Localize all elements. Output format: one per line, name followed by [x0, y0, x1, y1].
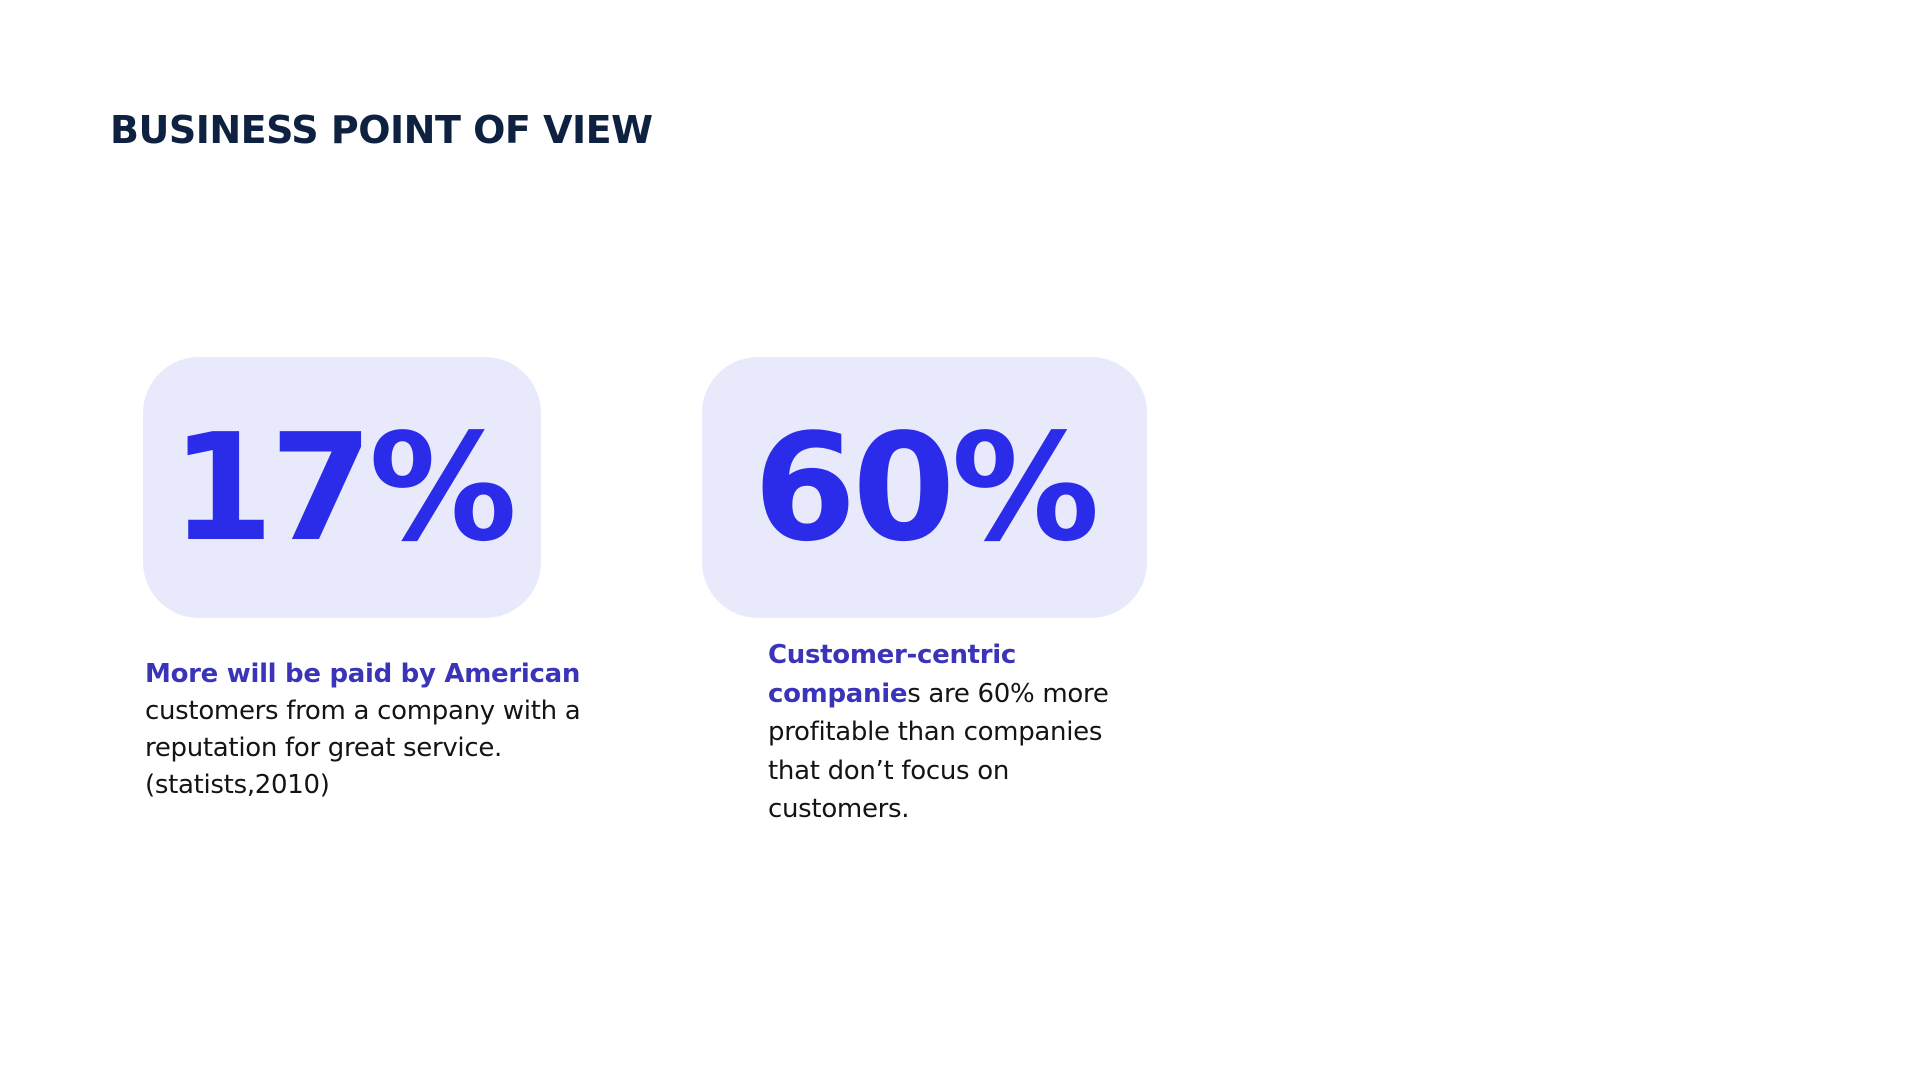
page-title: BUSINESS POINT OF VIEW	[110, 108, 653, 152]
stat-value: 17%	[170, 401, 517, 574]
stat-description-citation: (statists,2010)	[145, 770, 330, 800]
stat-description: Customer-centric companies are 60% more …	[768, 636, 1138, 829]
stat-description-line: reputation for great service.	[145, 733, 503, 763]
stat-description-line: customers from a company with a	[145, 696, 581, 726]
stat-card-17-percent: 17%	[143, 357, 541, 618]
stat-description-line: profitable than companies	[768, 717, 1103, 747]
stat-description-line: customers.	[768, 794, 910, 824]
stat-description-highlight: More will be paid by American	[145, 659, 581, 689]
stat-card-60-percent: 60%	[702, 357, 1147, 618]
stat-description-text: s are 60% more	[907, 678, 1109, 709]
stat-value: 60%	[753, 401, 1099, 574]
stat-description-highlight: Customer-centric	[768, 640, 1017, 670]
stat-description-line: companies are 60% more	[768, 675, 1138, 714]
stat-description-line: that don’t focus on	[768, 755, 1010, 786]
stat-description: More will be paid by American customers …	[145, 656, 615, 804]
stat-description-highlight: companie	[768, 678, 908, 709]
